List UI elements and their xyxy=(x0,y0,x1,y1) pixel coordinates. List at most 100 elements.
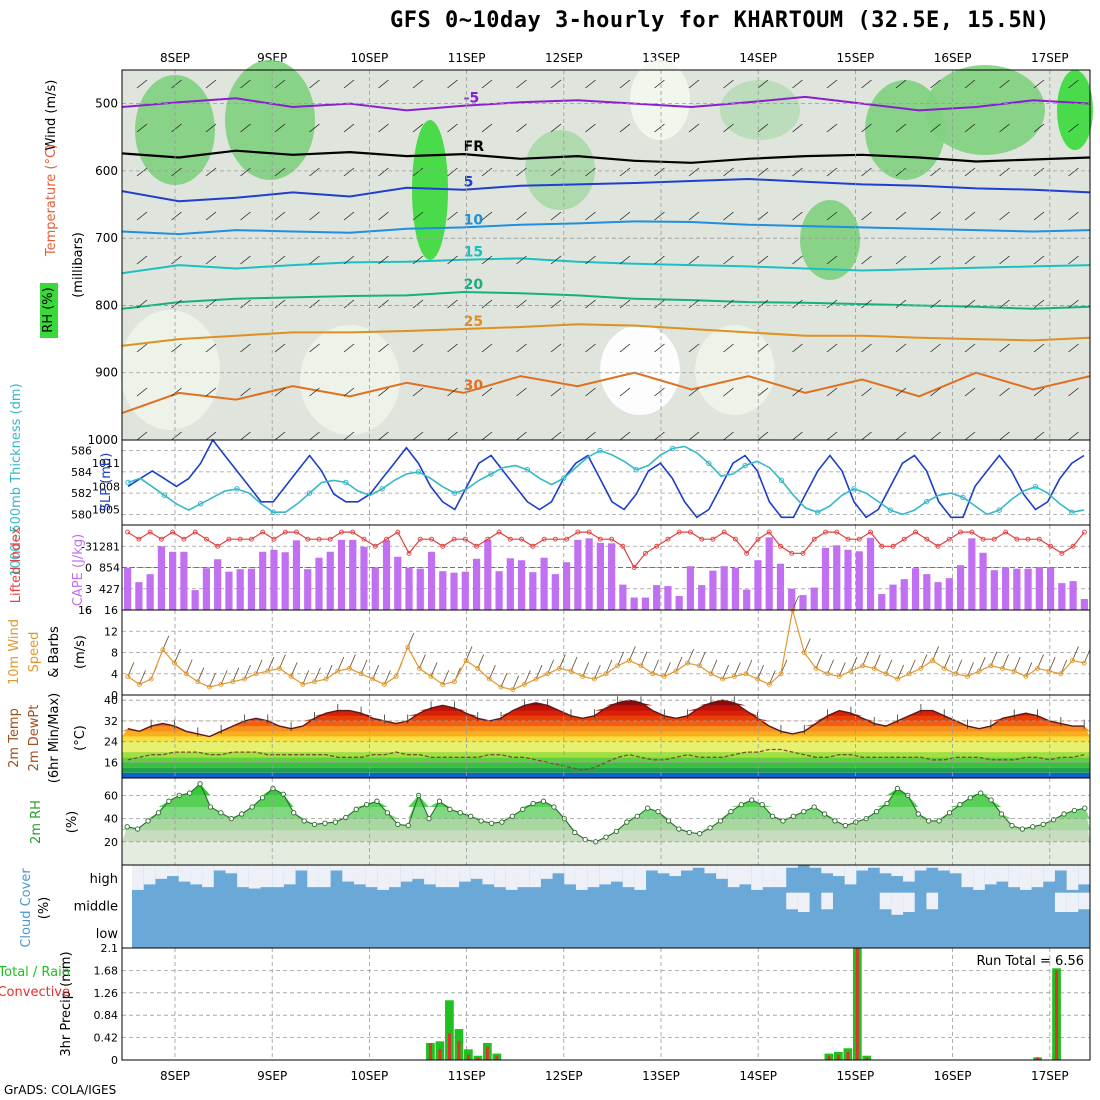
cape-bar xyxy=(709,570,717,610)
wind-barb xyxy=(205,343,217,353)
wind-barb xyxy=(861,255,872,265)
isotherm--5 xyxy=(121,95,1091,112)
wind10m-barb xyxy=(442,670,450,685)
wind10m-point xyxy=(416,665,422,671)
wind-barb xyxy=(1033,299,1045,309)
thickness-point xyxy=(306,490,313,496)
wind-barb xyxy=(481,343,493,353)
cape-bar xyxy=(686,566,695,610)
rh-point xyxy=(447,806,453,812)
wind-barb xyxy=(964,431,976,441)
wind10m-point xyxy=(626,658,632,663)
wind-barb xyxy=(861,343,872,353)
rh-point xyxy=(894,785,901,792)
rh-point xyxy=(259,795,266,801)
precip-convective-bar xyxy=(457,1040,461,1060)
cape-bar xyxy=(551,574,559,610)
wind10m-barb xyxy=(372,664,380,680)
wind10m-barb xyxy=(325,664,333,680)
cape-bar xyxy=(427,551,436,610)
rh-shade xyxy=(695,325,775,415)
rh-point xyxy=(166,798,172,804)
day-label-bottom: 9SEP xyxy=(257,1069,287,1083)
wind10m-point xyxy=(370,676,376,682)
slp-line xyxy=(127,438,1085,519)
wind10m-ylabel: (m/s) xyxy=(73,635,88,669)
wind10m-barb xyxy=(465,646,473,661)
rh-point xyxy=(332,819,339,825)
wind10m-point xyxy=(930,658,936,663)
cape-bar xyxy=(754,560,762,610)
wind10m-barb xyxy=(850,656,858,672)
wind-barb xyxy=(274,211,286,221)
wind-barb xyxy=(1068,123,1079,133)
wind-barb xyxy=(895,123,907,133)
wind10m-barb xyxy=(535,664,543,680)
precip-legend-total: Total / Rain xyxy=(0,965,70,980)
wind-barb xyxy=(654,299,665,309)
slp-ylabel: SLP (mb) xyxy=(99,453,114,512)
cape-bar xyxy=(382,540,391,610)
wind10m-point xyxy=(883,671,889,677)
wind-barb xyxy=(136,343,148,353)
wind10m-point xyxy=(895,676,901,682)
wind-barb xyxy=(757,211,769,221)
footer-credit: GrADS: COLA/IGES xyxy=(4,1083,117,1097)
cape-bar xyxy=(236,569,244,610)
wind10m-barb xyxy=(407,633,415,648)
cape-bar xyxy=(371,567,379,610)
wind-barb xyxy=(171,343,182,353)
cloud-clear-cell xyxy=(213,865,226,871)
cape-bar xyxy=(281,552,289,610)
cloud-clear-cell xyxy=(1054,892,1067,913)
temperature-ylabel: Temperature (°C) xyxy=(44,144,59,257)
wind-barb xyxy=(447,255,458,265)
wind10m-barb xyxy=(1037,654,1044,669)
cloud-row-label: middle xyxy=(74,900,118,915)
rh-point xyxy=(801,808,807,815)
wind-barb xyxy=(688,343,700,353)
cloud-ylabel: Cloud Cover xyxy=(19,868,34,948)
page-title: GFS 0~10day 3-hourly for KHARTOUM (32.5E… xyxy=(390,8,1050,33)
wind10m-point xyxy=(906,671,912,677)
wind-barb xyxy=(654,167,665,177)
li-point xyxy=(665,536,671,542)
cape-bar xyxy=(765,537,773,610)
li-point xyxy=(271,536,277,542)
wind-barb xyxy=(826,79,838,89)
wind-barb xyxy=(205,211,217,221)
cape-bar xyxy=(247,568,256,610)
cloud-clear-cell xyxy=(996,865,1009,882)
wind-barb xyxy=(930,343,941,353)
wind10m-barb xyxy=(337,656,345,672)
cloud-clear-cell xyxy=(237,865,249,888)
rh-point xyxy=(436,798,443,804)
wind10m-barb xyxy=(255,659,263,674)
wind10m-point xyxy=(125,673,131,679)
wind10m-barb xyxy=(885,659,893,674)
wind10m-point xyxy=(183,671,189,677)
rh-point xyxy=(207,804,214,810)
wind-barb xyxy=(688,167,700,177)
wind-barb xyxy=(136,167,148,177)
wind-barb xyxy=(171,299,182,309)
cloud-clear-cell xyxy=(868,865,880,868)
day-label-top: 14SEP xyxy=(739,51,777,65)
day-label-bottom: 10SEP xyxy=(351,1069,389,1083)
wind-barb xyxy=(723,167,734,177)
wind-barb xyxy=(792,211,803,221)
wind-barb xyxy=(964,123,976,133)
li-point xyxy=(766,529,772,535)
cloud-clear-cell xyxy=(821,865,833,874)
rh-point xyxy=(769,813,776,819)
wind-barb xyxy=(171,167,182,177)
rh-shade xyxy=(300,325,400,435)
wind-barb xyxy=(585,255,596,265)
rh-point xyxy=(124,824,130,830)
li-line xyxy=(127,531,1085,569)
rh-point xyxy=(540,798,547,804)
wind-barb xyxy=(240,79,251,89)
cape-bar xyxy=(563,562,571,610)
wind10m-barb xyxy=(838,662,846,677)
wind10m-point xyxy=(172,660,177,666)
